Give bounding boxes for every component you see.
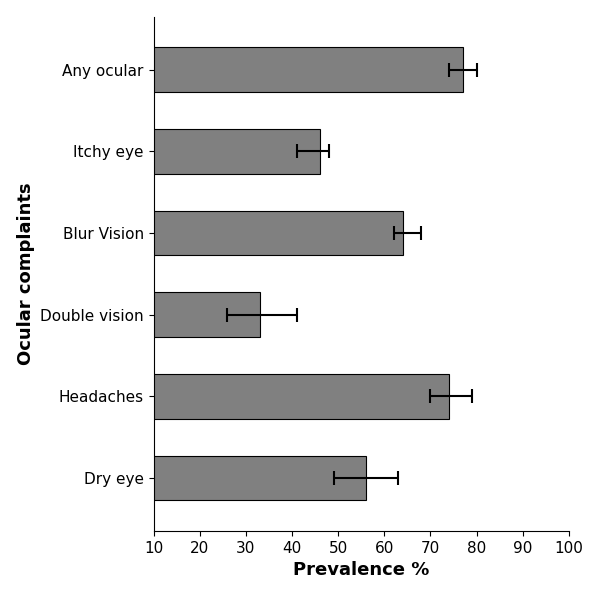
Bar <box>107 455 366 501</box>
Bar <box>107 129 320 174</box>
Y-axis label: Ocular complaints: Ocular complaints <box>17 182 35 365</box>
X-axis label: Prevalence %: Prevalence % <box>293 561 430 579</box>
Bar <box>107 210 403 256</box>
Bar <box>107 47 463 92</box>
Bar <box>107 374 449 419</box>
Bar <box>107 292 260 337</box>
